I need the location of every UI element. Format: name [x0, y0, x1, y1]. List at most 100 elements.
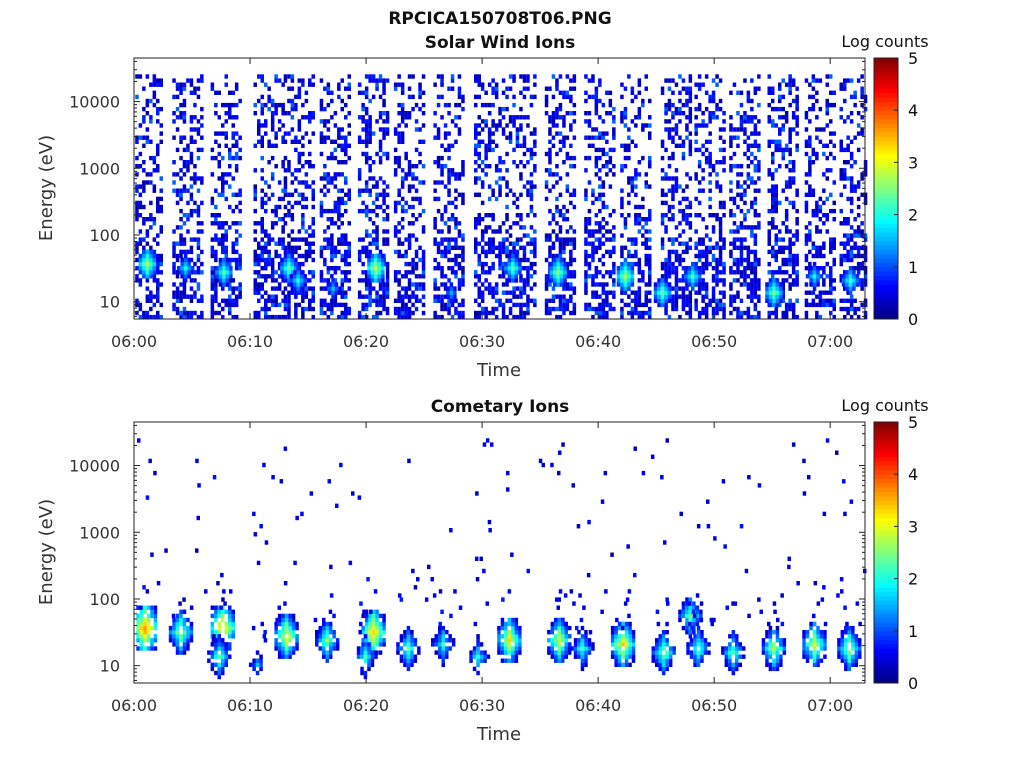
spectrogram-cell: [630, 270, 635, 275]
spectrogram-cell: [290, 102, 295, 108]
spectrogram-cell: [644, 229, 648, 234]
spectrogram-cell: [843, 98, 847, 104]
spectrogram-cell: [407, 172, 412, 177]
spectrogram-cell: [753, 131, 758, 136]
spectrogram-cell: [774, 139, 778, 144]
spectrogram-cell: [196, 131, 201, 136]
spectrogram-cell: [594, 237, 599, 242]
spectrogram-cell: [608, 253, 613, 259]
spectrogram-cell: [217, 164, 221, 169]
spectrogram-cell: [555, 221, 559, 226]
spectrogram-cell: [694, 274, 698, 279]
spectrogram-cell: [816, 274, 820, 279]
spectrogram-cell: [750, 261, 754, 267]
spectrogram-cell: [340, 78, 344, 83]
spectrogram-cell: [839, 241, 843, 246]
spectrogram-cell: [849, 249, 854, 255]
spectrogram-cell: [634, 94, 638, 100]
spectrogram-cell: [569, 200, 573, 206]
spectrogram-cell: [364, 180, 369, 185]
spectrogram-cell: [370, 270, 375, 275]
spectrogram-cell: [591, 306, 595, 312]
spectrogram-cell: [287, 86, 291, 91]
spectrogram-cell: [522, 282, 527, 287]
spectrogram-cell: [846, 160, 850, 165]
spectrogram-cell: [637, 106, 642, 112]
spectrogram-cell: [791, 306, 796, 312]
spectrogram-cell: [378, 160, 383, 165]
spectrogram-cell: [179, 208, 183, 214]
spectrogram-cell: [393, 298, 398, 303]
spectrogram-cell: [771, 196, 775, 202]
spectrogram-cell: [299, 286, 304, 291]
spectrogram-cell: [145, 74, 150, 79]
spectrogram-cell: [234, 261, 239, 267]
spectrogram-cell: [344, 270, 348, 275]
spectrogram-cell: [374, 266, 378, 271]
spectrogram-cell: [685, 184, 689, 189]
spectrogram-cell: [330, 245, 334, 250]
spectrogram-cell: [843, 511, 847, 517]
spectrogram-cell: [454, 306, 458, 312]
spectrogram-cell: [571, 483, 575, 488]
spectrogram-cell: [505, 278, 509, 283]
spectrogram-cell: [788, 253, 792, 259]
colorbar-segment: [874, 297, 898, 303]
spectrogram-cell: [357, 253, 362, 259]
spectrogram-cell: [145, 249, 150, 255]
spectrogram-cell: [253, 143, 257, 148]
spectrogram-cell: [461, 200, 465, 206]
spectrogram-cell: [587, 266, 592, 271]
spectrogram-cell: [294, 266, 298, 271]
spectrogram-cell: [774, 188, 778, 193]
spectrogram-cell: [753, 302, 758, 308]
spectrogram-cell: [591, 253, 595, 259]
spectrogram-cell: [397, 253, 401, 259]
spectrogram-cell: [179, 298, 183, 303]
spectrogram-cell: [648, 306, 652, 312]
spectrogram-cell: [257, 119, 261, 124]
spectrogram-cell: [848, 266, 853, 271]
spectrogram-cell: [548, 249, 552, 255]
spectrogram-cell: [330, 90, 334, 95]
spectrogram-cell: [253, 229, 257, 234]
spectrogram-cell: [149, 225, 153, 230]
spectrogram-cell: [791, 115, 796, 120]
spectrogram-cell: [623, 282, 628, 287]
spectrogram-cell: [784, 261, 789, 267]
spectrogram-cell: [210, 221, 215, 226]
spectrogram-cell: [200, 78, 204, 83]
spectrogram-cell: [701, 249, 705, 255]
spectrogram-cell: [397, 200, 401, 206]
spectrogram-cell: [281, 160, 285, 165]
spectrogram-cell: [711, 253, 716, 259]
spectrogram-cell: [732, 196, 737, 202]
spectrogram-cell: [701, 310, 705, 316]
spectrogram-cell: [818, 298, 823, 303]
spectrogram-cell: [447, 306, 451, 312]
spectrogram-cell: [368, 168, 372, 173]
spectrogram-cell: [382, 229, 386, 234]
spectrogram-cell: [565, 229, 570, 234]
spectrogram-cell: [804, 115, 809, 120]
spectrogram-cell: [290, 78, 295, 83]
spectrogram-cell: [189, 78, 194, 83]
spectrogram-cell: [746, 135, 751, 140]
spectrogram-cell: [367, 253, 371, 259]
spectrogram-cell: [601, 135, 606, 140]
spectrogram-cell: [562, 217, 566, 222]
spectrogram-cell: [767, 102, 771, 108]
spectrogram-cell: [382, 151, 386, 157]
spectrogram-cell: [152, 168, 157, 173]
spectrogram-cell: [704, 74, 709, 79]
spectrogram-cell: [671, 184, 675, 189]
spectrogram-cell: [333, 298, 338, 303]
spectrogram-cell: [718, 147, 723, 153]
spectrogram-cell: [182, 147, 187, 153]
spectrogram-cell: [562, 213, 566, 218]
spectrogram-cell: [179, 310, 183, 316]
spectrogram-cell: [701, 286, 705, 291]
spectrogram-cell: [856, 196, 861, 202]
spectrogram-cell: [347, 131, 351, 136]
spectrogram-cell: [594, 102, 599, 108]
